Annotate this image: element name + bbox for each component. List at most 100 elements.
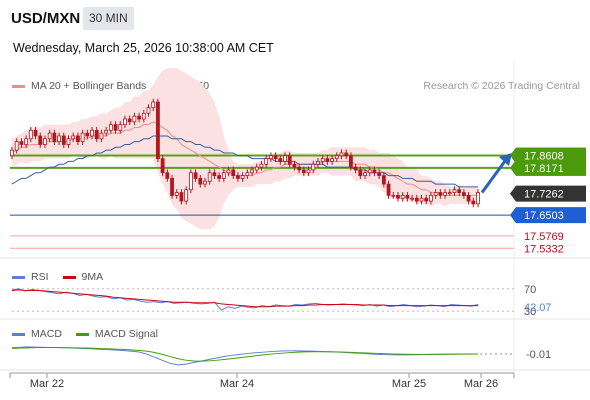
- price-label-pointer: [510, 159, 516, 176]
- candle-body: [301, 169, 306, 174]
- candle-body: [156, 101, 160, 160]
- candle-body: [250, 169, 254, 174]
- candle-body: [240, 175, 245, 179]
- copyright-text: Research © 2026 Trading Central: [423, 80, 580, 92]
- candle-body: [339, 152, 344, 157]
- legend-macd-signal-label: MACD Signal: [94, 328, 158, 340]
- price-label: 17.5332: [524, 243, 564, 255]
- candle-body: [28, 129, 33, 140]
- candle-body: [19, 141, 24, 145]
- candle-body: [66, 138, 71, 145]
- candle-body: [61, 135, 66, 145]
- candle-body: [325, 158, 330, 162]
- candle-body: [132, 115, 137, 123]
- legend-rsi: RSI: [12, 271, 49, 283]
- rsi-level-label: 70: [524, 284, 536, 296]
- candle-body: [184, 189, 189, 202]
- candle-body: [429, 194, 433, 202]
- price-label: 17.8171: [524, 163, 564, 175]
- ma20-line: [11, 121, 478, 196]
- legend-ma20-label: MA 20 + Bollinger Bands: [31, 80, 147, 92]
- candle-body: [433, 192, 438, 196]
- price-label-box: [516, 185, 586, 202]
- candle-body: [334, 155, 339, 160]
- legend-macd-signal-swatch: [75, 332, 89, 336]
- candle-body: [414, 197, 419, 202]
- candle-body: [259, 163, 264, 168]
- legend-macd-label: MACD: [31, 328, 62, 340]
- candle-body: [188, 172, 193, 191]
- candle-body: [75, 135, 80, 143]
- candle-body: [47, 132, 52, 140]
- candle-body: [330, 158, 334, 162]
- candle-body: [452, 189, 457, 193]
- legend-macd-swatch: [12, 332, 25, 336]
- legend-9ma: 9MA: [62, 271, 103, 283]
- candle-body: [174, 192, 179, 196]
- candle-body: [283, 155, 287, 162]
- candle-body: [292, 163, 297, 168]
- price-label-pointer: [510, 147, 516, 164]
- price-label-pointer: [510, 185, 516, 202]
- candle-body: [226, 169, 231, 174]
- candle-body: [353, 166, 358, 171]
- candle-body: [344, 152, 349, 157]
- candle-body: [90, 129, 94, 137]
- forecast-arrow-head: [499, 152, 512, 166]
- candle-body: [363, 172, 367, 176]
- candle-body: [438, 192, 443, 196]
- candle-body: [367, 169, 372, 174]
- candle-body: [217, 175, 222, 179]
- candle-body: [38, 135, 43, 145]
- candle-body: [405, 194, 410, 199]
- candle-body: [447, 192, 452, 194]
- candle-body: [99, 132, 104, 140]
- macd-series-line: [11, 347, 479, 362]
- candle-body: [85, 132, 90, 137]
- candle-body: [443, 192, 447, 196]
- price-label-box: [516, 147, 586, 164]
- x-axis-tick-label: Mar 26: [464, 378, 498, 390]
- candle-body: [179, 192, 184, 202]
- candle-body: [273, 155, 278, 160]
- legend-macd: MACD: [12, 328, 62, 340]
- candle-body: [137, 115, 141, 120]
- legend-rsi-label: RSI: [31, 271, 49, 283]
- candle-body: [410, 197, 415, 200]
- candle-body: [165, 172, 170, 179]
- legend-ma20-swatch: [12, 84, 25, 88]
- legend-rsi-swatch: [12, 275, 25, 279]
- candle-body: [386, 183, 391, 196]
- candle-body: [221, 172, 226, 179]
- rsi-series-line: [11, 288, 479, 311]
- candle-body: [146, 107, 151, 114]
- candle-body: [118, 124, 123, 131]
- candle-body: [170, 178, 174, 196]
- price-label-box: [516, 207, 586, 224]
- price-label: 17.8608: [524, 151, 564, 163]
- candle-body: [52, 132, 57, 143]
- candle-body: [14, 141, 19, 151]
- forecast-arrow-shaft: [480, 156, 510, 194]
- candle-body: [141, 112, 146, 120]
- interval-button[interactable]: 30 MIN: [83, 7, 134, 30]
- candle-body: [372, 169, 377, 174]
- candle-body: [461, 192, 466, 196]
- candle-body: [94, 129, 99, 140]
- rsi-value-label: 42.07: [524, 302, 552, 314]
- candle-body: [203, 180, 207, 185]
- candle-body: [381, 175, 386, 185]
- price-label-pointer: [510, 207, 516, 224]
- candle-body: [104, 129, 109, 134]
- candle-body: [306, 169, 311, 174]
- candle-body: [245, 172, 250, 176]
- candle-body: [236, 175, 240, 179]
- macd-series-line: [11, 346, 478, 366]
- rsi-series-line: [11, 289, 478, 308]
- candle-body: [198, 178, 203, 185]
- candle-body: [466, 194, 471, 202]
- price-label-box: [516, 159, 586, 176]
- bollinger-band-area: [12, 68, 478, 230]
- candle-body: [24, 138, 29, 145]
